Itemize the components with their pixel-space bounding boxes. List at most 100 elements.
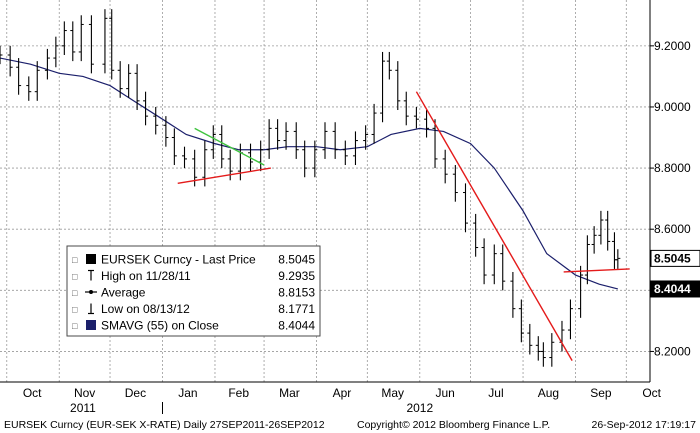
- average-dot: [89, 290, 93, 294]
- high-marker-icon: [88, 269, 94, 281]
- price-bar: [44, 48, 50, 80]
- price-bar: [510, 271, 516, 318]
- legend-toggle-icon: □: [72, 272, 78, 282]
- value-box: [650, 280, 700, 298]
- price-bar: [432, 119, 438, 169]
- value-box-text: 8.5045: [654, 251, 691, 265]
- footer-right: 26-Sep-2012 17:19:17: [591, 419, 696, 431]
- price-bar: [473, 213, 479, 257]
- price-bar: [371, 103, 377, 144]
- price-bar: [163, 116, 169, 147]
- x-axis-labels: Oct Nov Dec Jan Feb Mar Apr May Jun Jul Aug Sep Oct 2…: [23, 386, 662, 415]
- legend-label: High on 11/28/11: [101, 269, 191, 283]
- price-bar: [117, 61, 123, 98]
- legend-value: 8.5045: [278, 253, 315, 267]
- price-bar: [452, 165, 458, 202]
- legend-label: EURSEK Curncy - Last Price: [101, 253, 256, 267]
- price-bar: [266, 119, 272, 159]
- price-bar: [61, 21, 67, 56]
- trend-line: [415, 91, 573, 361]
- trend-line: [194, 127, 265, 166]
- price-bar: [219, 125, 225, 169]
- price-bar: [258, 140, 264, 172]
- price-bar: [518, 299, 524, 343]
- x-tick-label: Jun: [436, 386, 455, 400]
- price-bar: [182, 146, 188, 169]
- x-tick-label: Sep: [590, 386, 612, 400]
- price-bar: [598, 210, 604, 245]
- y-tick-label: 8.8000: [654, 161, 691, 175]
- year-label: 2012: [406, 401, 433, 415]
- price-bar: [491, 244, 497, 285]
- price-bar: [332, 122, 338, 159]
- axes: [0, 0, 654, 414]
- legend-toggle-icon: □: [72, 321, 78, 331]
- price-bar: [500, 244, 506, 291]
- price-bar: [26, 76, 32, 101]
- price-bar: [611, 232, 617, 269]
- price-bar: [615, 249, 621, 269]
- x-tick-label: Dec: [125, 386, 146, 400]
- price-series: [0, 9, 621, 367]
- sma-line: [0, 57, 618, 290]
- footer-left: EURSEK Curncy (EUR-SEK X-RATE) Daily 27S…: [4, 419, 325, 431]
- y-tick-label: 9.0000: [654, 100, 691, 114]
- price-bar: [535, 336, 541, 361]
- footer-center: Copyright© 2012 Bloomberg Finance L.P.: [357, 419, 550, 431]
- price-bar: [143, 91, 149, 126]
- price-bar: [70, 21, 76, 62]
- price-bar: [88, 15, 94, 74]
- price-bar: [481, 238, 487, 285]
- price-bar: [171, 128, 177, 166]
- price-bar: [322, 122, 328, 159]
- low-marker-icon: [88, 303, 94, 315]
- legend-label: Average: [101, 286, 146, 300]
- sma-series: [0, 57, 618, 290]
- price-bar: [540, 342, 546, 367]
- price-bar: [126, 64, 132, 98]
- price-bar: [275, 119, 281, 150]
- legend-value: 8.4044: [278, 319, 315, 333]
- y-tick-label: 8.6000: [654, 222, 691, 236]
- x-tick-label: Mar: [279, 386, 300, 400]
- price-bar: [591, 226, 597, 254]
- average-line-icon: [85, 290, 97, 294]
- price-bar: [312, 140, 318, 178]
- price-bar: [352, 131, 358, 166]
- price-bar: [549, 333, 555, 367]
- trend-line: [177, 167, 271, 185]
- price-bar: [102, 9, 108, 74]
- legend-toggle-icon: □: [72, 288, 78, 298]
- value-box: [650, 249, 700, 267]
- x-tick-label: Oct: [23, 386, 42, 400]
- price-bar: [442, 149, 448, 184]
- price-bar: [53, 36, 59, 68]
- legend-value: 9.2935: [278, 269, 315, 283]
- price-bar: [109, 9, 115, 80]
- price-bar: [584, 235, 590, 285]
- year-label: 2011: [70, 401, 96, 415]
- price-bar: [7, 45, 13, 77]
- price-bar: [16, 58, 22, 95]
- price-bar: [153, 106, 159, 135]
- price-bar: [567, 299, 573, 340]
- price-bar: [363, 125, 369, 150]
- price-bar: [380, 51, 386, 123]
- price-bar: [283, 122, 289, 150]
- price-bar: [578, 265, 584, 318]
- x-tick-label: Feb: [228, 386, 249, 400]
- price-bar: [413, 106, 419, 129]
- navy-square-icon: [86, 320, 96, 330]
- legend-value: 8.8153: [278, 286, 315, 300]
- x-tick-label: Aug: [538, 386, 559, 400]
- footer: EURSEK Curncy (EUR-SEK X-RATE) Daily 27S…: [4, 419, 696, 431]
- x-tick-label: Oct: [642, 386, 661, 400]
- price-bar: [302, 140, 308, 178]
- price-bar: [134, 64, 140, 111]
- price-bar: [293, 122, 299, 159]
- legend-box: [66, 245, 321, 337]
- y-tick-label: 8.2000: [654, 344, 691, 358]
- black-square-icon: [86, 254, 96, 264]
